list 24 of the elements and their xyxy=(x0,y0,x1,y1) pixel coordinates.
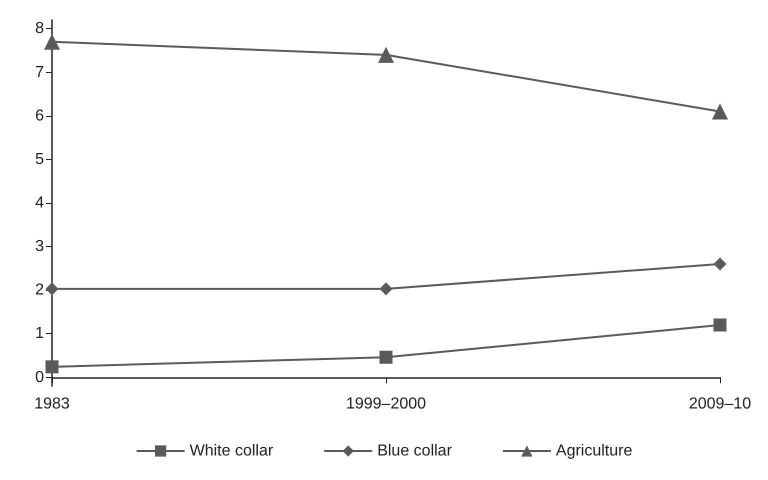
point xyxy=(46,360,58,374)
y-tick-label: 0 xyxy=(35,368,44,386)
x-tick-label: 2009–10 xyxy=(688,396,752,412)
point xyxy=(714,258,726,270)
point xyxy=(712,104,728,120)
point xyxy=(714,318,726,332)
point xyxy=(44,34,60,50)
x-tick-label: 1999–2000 xyxy=(346,396,426,412)
legend-label: Agriculture xyxy=(556,442,632,460)
y-tick-label: 2 xyxy=(35,282,44,299)
y-tick-label: 3 xyxy=(35,238,44,256)
y-tick-label: 6 xyxy=(35,107,44,124)
legend-label: White collar xyxy=(190,442,274,460)
legend-label: Blue collar xyxy=(377,442,453,460)
point xyxy=(380,282,392,296)
y-tick-label: 5 xyxy=(35,150,44,168)
point xyxy=(380,350,392,364)
y-tick-label: 1 xyxy=(35,325,44,342)
point xyxy=(378,46,394,63)
y-tick-label: 4 xyxy=(35,194,44,212)
x-tick-label: 1983 xyxy=(34,396,70,412)
y-tick-label: 8 xyxy=(35,20,44,38)
y-tick-label: 7 xyxy=(35,64,44,81)
point xyxy=(46,282,58,296)
